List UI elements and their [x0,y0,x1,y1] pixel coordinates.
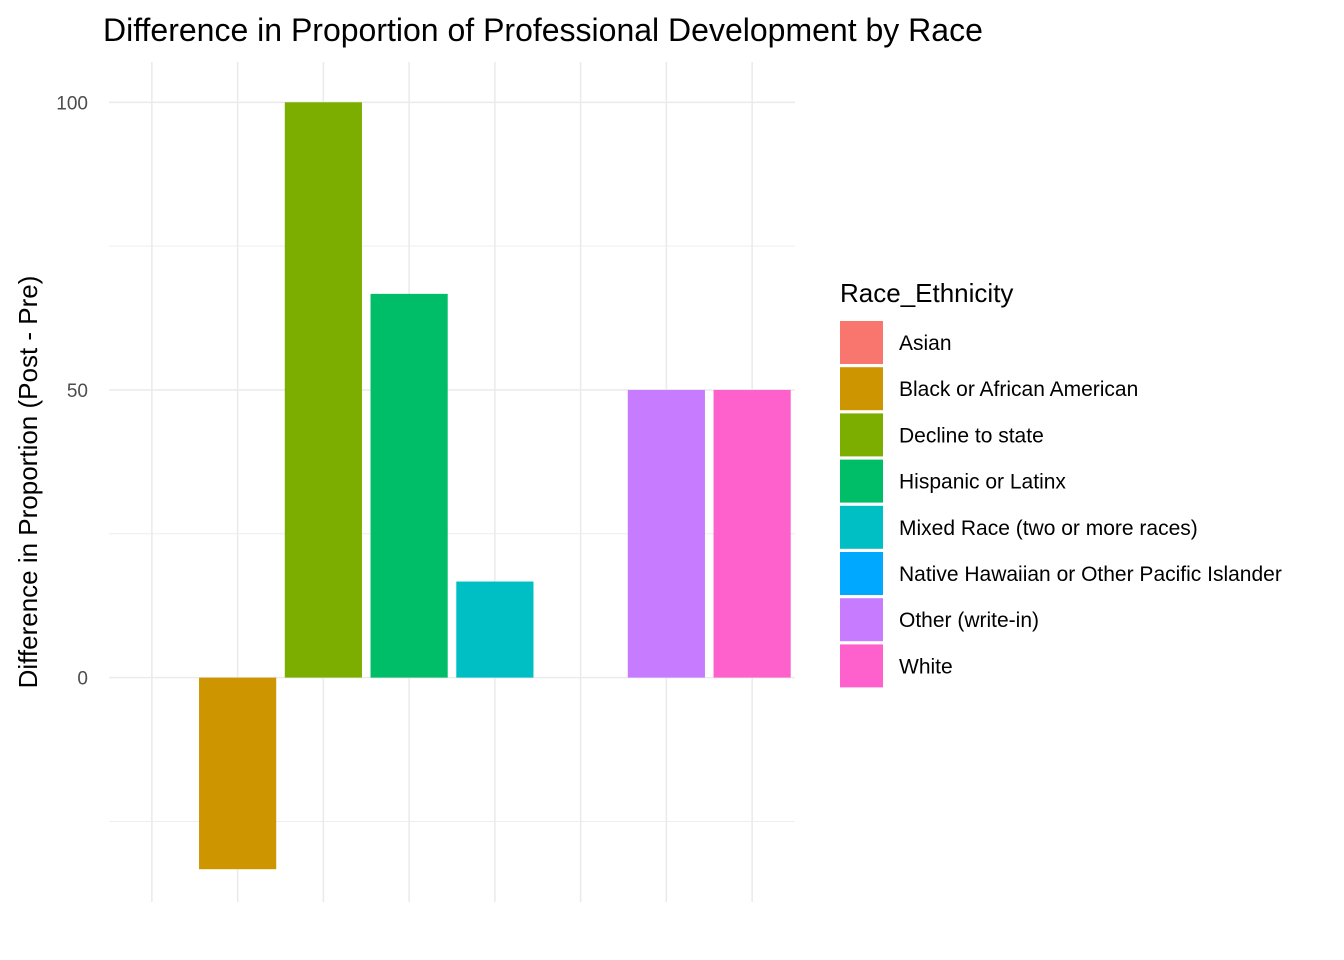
legend-key [840,459,883,503]
bar [370,293,448,678]
bars [199,102,791,870]
legend-label: Native Hawaiian or Other Pacific Islande… [899,563,1282,586]
legend-item: Asian [840,321,952,364]
legend-item: Black or African American [840,367,1138,411]
legend-key [840,367,883,411]
legend-label: Decline to state [899,424,1044,447]
legend-item: Mixed Race (two or more races) [840,505,1198,549]
chart-title: Difference in Proportion of Professional… [103,12,983,48]
legend-key [840,505,883,549]
y-axis-ticks: 0 50 100 [56,93,88,689]
bar [199,677,277,870]
legend-label: White [899,655,953,678]
legend-item: Other (write-in) [840,598,1039,642]
legend-item: White [840,644,953,688]
bar [627,389,705,678]
legend-item: Hispanic or Latinx [840,459,1066,503]
legend-item: Native Hawaiian or Other Pacific Islande… [840,552,1282,595]
legend-label: Other (write-in) [899,609,1039,632]
legend-label: Black or African American [899,378,1138,401]
legend-key [840,413,883,457]
legend-key [840,321,883,364]
legend-label: Hispanic or Latinx [899,471,1066,494]
y-axis-label: Difference in Proportion (Post - Pre) [13,276,43,689]
y-tick-label: 0 [77,669,88,690]
bar [456,581,534,678]
legend-item: Decline to state [840,413,1044,457]
legend-key [840,598,883,642]
legend-label: Mixed Race (two or more races) [899,517,1198,540]
y-tick-label: 50 [67,381,88,402]
legend-key [840,552,883,595]
y-tick-label: 100 [56,93,88,114]
legend-key [840,644,883,688]
bar [713,389,791,678]
legend-title: Race_Ethnicity [840,278,1013,308]
bar [284,102,362,678]
legend: Race_Ethnicity Asian Black or African Ame… [840,278,1282,688]
legend-label: Asian [899,332,952,355]
